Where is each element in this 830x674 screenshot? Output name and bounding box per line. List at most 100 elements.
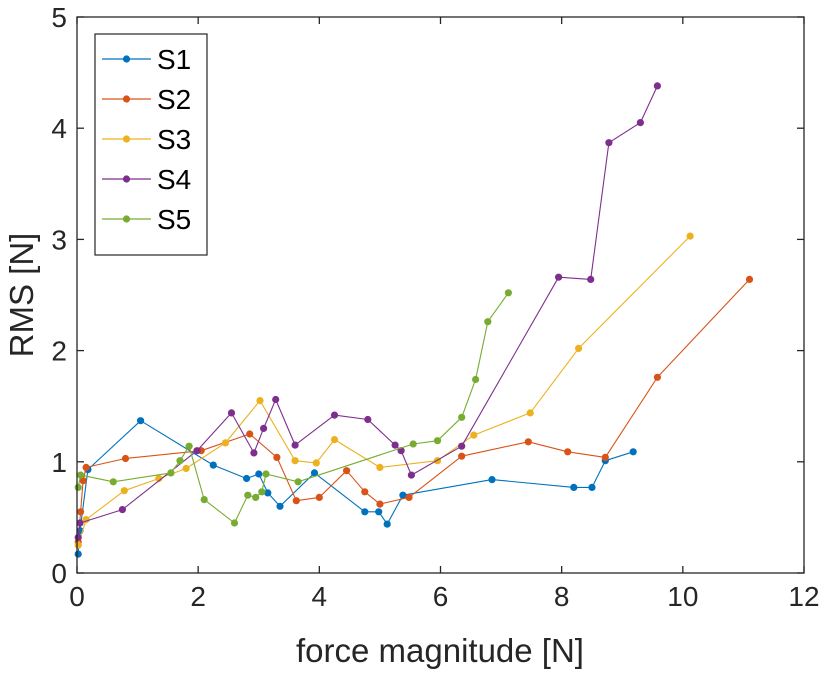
data-point — [470, 431, 478, 439]
data-point — [273, 453, 281, 461]
data-point — [292, 497, 300, 505]
data-point — [252, 493, 260, 501]
data-point — [570, 483, 578, 491]
data-point — [361, 488, 369, 496]
data-point — [524, 438, 532, 446]
y-tick-label: 2 — [51, 336, 67, 367]
x-tick-label: 0 — [69, 581, 85, 612]
legend-label: S5 — [157, 204, 191, 235]
data-point — [200, 496, 208, 504]
x-tick-label: 2 — [190, 581, 206, 612]
y-tick-label: 3 — [51, 224, 67, 255]
data-point — [221, 439, 229, 447]
data-point — [74, 483, 82, 491]
y-tick-label: 1 — [51, 447, 67, 478]
data-point — [272, 395, 280, 404]
data-point — [745, 275, 754, 283]
data-point — [193, 447, 201, 455]
data-point — [77, 471, 85, 479]
data-point — [343, 467, 351, 475]
data-point — [258, 488, 266, 496]
data-point — [74, 533, 82, 542]
data-point — [182, 464, 190, 473]
data-point — [653, 373, 662, 381]
data-point — [409, 440, 417, 448]
data-point — [433, 437, 442, 445]
data-point — [405, 493, 413, 501]
series-s3 — [74, 232, 694, 549]
data-point — [244, 491, 252, 499]
data-point — [121, 454, 130, 463]
legend-item-s5[interactable]: S5 — [102, 204, 191, 235]
data-point — [74, 550, 82, 558]
legend-marker — [122, 175, 131, 183]
data-point — [587, 275, 595, 283]
legend-marker — [122, 135, 131, 143]
y-tick-label: 4 — [51, 113, 67, 144]
data-point — [291, 441, 299, 449]
data-point — [472, 375, 480, 384]
legend-item-s2[interactable]: S2 — [102, 84, 191, 115]
data-point — [74, 541, 82, 549]
data-point — [526, 409, 534, 417]
data-point — [118, 506, 126, 514]
series-line — [77, 235, 691, 546]
x-axis-title: force magnitude [N] — [296, 632, 584, 669]
legend-item-s4[interactable]: S4 — [102, 164, 191, 195]
data-point — [294, 478, 302, 486]
data-point — [155, 474, 163, 483]
data-point — [605, 139, 613, 147]
legend-item-s1[interactable]: S1 — [102, 44, 191, 75]
data-point — [686, 232, 694, 240]
series-line — [77, 279, 750, 542]
legend-marker — [122, 95, 131, 103]
data-point — [391, 441, 399, 449]
data-point — [636, 119, 645, 127]
data-point — [383, 520, 391, 528]
data-point — [484, 318, 492, 326]
data-point — [243, 474, 251, 483]
data-point — [375, 508, 383, 516]
legend-item-s3[interactable]: S3 — [102, 124, 191, 155]
data-point — [109, 478, 117, 486]
legend-box — [94, 33, 208, 256]
series-s5 — [74, 289, 512, 527]
legend[interactable]: S1 S2 S3 S4 S5 — [94, 33, 208, 256]
data-point — [120, 487, 128, 495]
data-point — [399, 491, 407, 499]
data-point — [376, 463, 384, 471]
data-point — [79, 477, 87, 485]
data-point — [246, 430, 254, 438]
data-point — [588, 483, 596, 491]
data-point — [458, 452, 466, 460]
data-point — [564, 448, 572, 456]
x-tick-label: 12 — [788, 581, 819, 612]
data-point — [262, 470, 270, 478]
data-point — [310, 469, 319, 477]
data-point — [458, 442, 466, 450]
data-point — [575, 344, 583, 352]
data-point — [376, 500, 384, 508]
data-point — [364, 415, 372, 424]
series-line — [77, 85, 658, 538]
data-point — [77, 508, 85, 516]
data-point — [407, 471, 415, 479]
data-point — [629, 448, 637, 456]
legend-label: S2 — [157, 84, 191, 115]
data-point — [264, 489, 272, 497]
data-point — [76, 519, 84, 527]
legend-label: S1 — [157, 44, 191, 75]
data-point — [82, 463, 90, 471]
y-axis-title: RMS [N] — [3, 233, 40, 358]
x-tick-label: 8 — [554, 581, 570, 612]
data-point — [250, 449, 258, 457]
legend-label: S3 — [157, 124, 191, 155]
data-point — [653, 82, 662, 90]
data-point — [276, 502, 284, 510]
y-tick-label: 0 — [51, 558, 67, 589]
data-point — [230, 519, 239, 527]
data-point — [256, 397, 264, 405]
data-point — [601, 453, 609, 461]
x-tick-label: 10 — [667, 581, 698, 612]
